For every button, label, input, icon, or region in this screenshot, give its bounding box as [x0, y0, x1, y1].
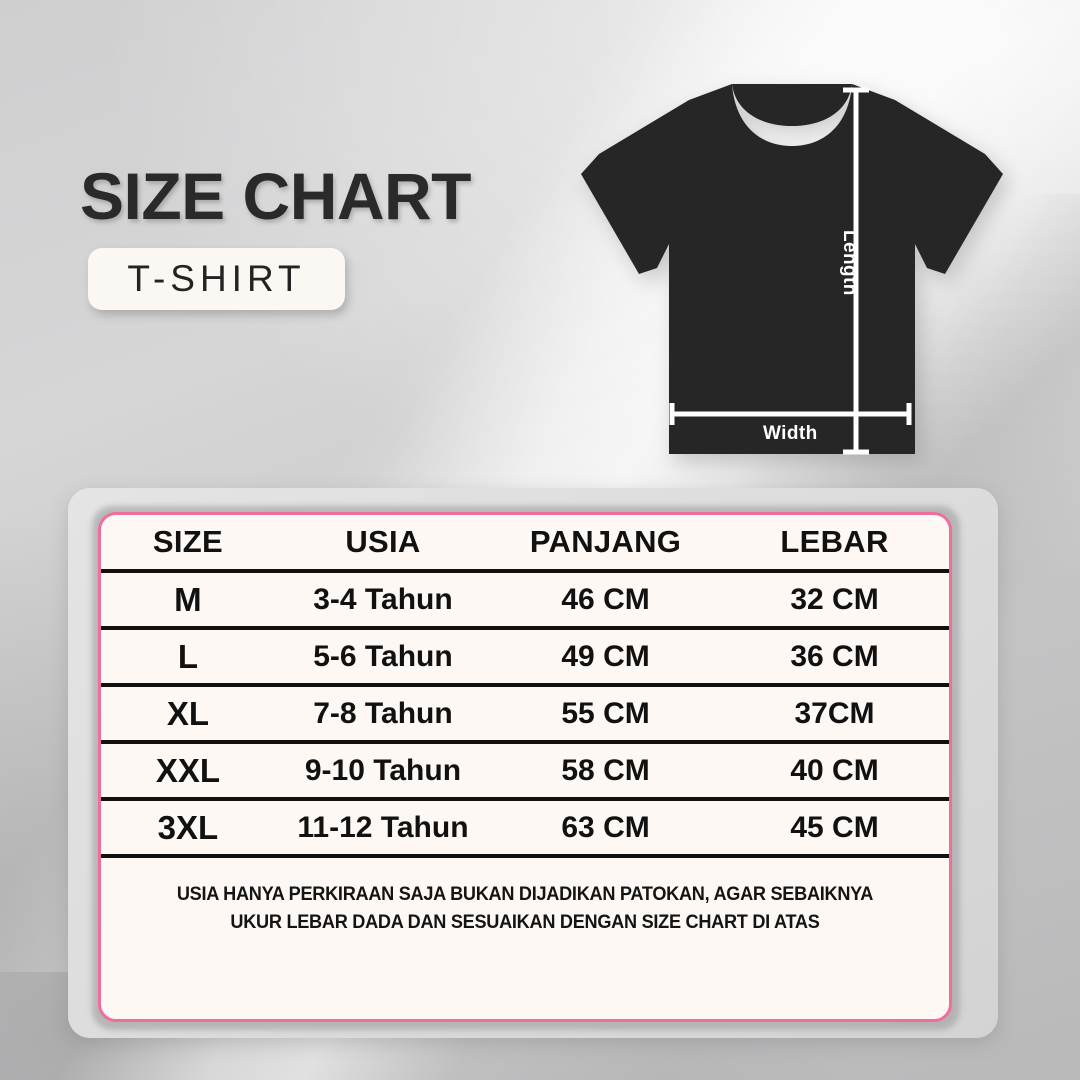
column-header-usia: USIA	[274, 515, 492, 573]
table-body: M 3-4 Tahun 46 CM 32 CM L 5-6 Tahun 49 C…	[101, 571, 949, 937]
size-chart-note: USIA HANYA PERKIRAAN SAJA BUKAN DIJADIKA…	[176, 883, 874, 934]
tshirt-icon	[581, 84, 1003, 455]
note-cell: USIA HANYA PERKIRAAN SAJA BUKAN DIJADIKA…	[101, 856, 949, 937]
measurement-guides	[669, 87, 912, 455]
table-note-row: USIA HANYA PERKIRAAN SAJA BUKAN DIJADIKA…	[101, 856, 949, 937]
cell-lebar: 32 CM	[720, 571, 949, 630]
width-dimension-label: Width	[763, 423, 818, 444]
cell-panjang: 55 CM	[491, 685, 721, 744]
table-row: M 3-4 Tahun 46 CM 32 CM	[101, 571, 949, 630]
cell-panjang: 46 CM	[491, 571, 721, 630]
cell-size: 3XL	[101, 799, 275, 858]
cell-lebar: 45 CM	[720, 799, 949, 858]
cell-panjang: 49 CM	[491, 628, 721, 687]
table-row: XL 7-8 Tahun 55 CM 37CM	[101, 685, 949, 744]
tshirt-illustration: Length Width	[577, 62, 1007, 462]
cell-lebar: 37CM	[720, 685, 949, 744]
cell-size: XL	[101, 685, 275, 744]
cell-size: M	[101, 571, 275, 630]
subtitle-badge-label: T-SHIRT	[127, 258, 306, 299]
size-chart-card: SIZE USIA PANJANG LEBAR M 3-4 Tahun 46 C…	[98, 512, 952, 1022]
table-header: SIZE USIA PANJANG LEBAR	[101, 515, 949, 573]
subtitle-badge: T-SHIRT	[88, 248, 345, 310]
cell-usia: 11-12 Tahun	[274, 799, 492, 858]
table-row: 3XL 11-12 Tahun 63 CM 45 CM	[101, 799, 949, 858]
cell-lebar: 36 CM	[720, 628, 949, 687]
table-row: XXL 9-10 Tahun 58 CM 40 CM	[101, 742, 949, 801]
cell-size: XXL	[101, 742, 275, 801]
table-header-row: SIZE USIA PANJANG LEBAR	[101, 515, 949, 573]
column-header-panjang: PANJANG	[491, 515, 721, 573]
size-chart-table: SIZE USIA PANJANG LEBAR M 3-4 Tahun 46 C…	[101, 515, 949, 937]
table-row: L 5-6 Tahun 49 CM 36 CM	[101, 628, 949, 687]
length-dimension-label: Length	[839, 230, 860, 296]
column-header-lebar: LEBAR	[720, 515, 949, 573]
cell-lebar: 40 CM	[720, 742, 949, 801]
cell-panjang: 58 CM	[491, 742, 721, 801]
cell-size: L	[101, 628, 275, 687]
page-title: SIZE CHART	[80, 159, 472, 233]
cell-usia: 9-10 Tahun	[274, 742, 492, 801]
cell-usia: 3-4 Tahun	[274, 571, 492, 630]
column-header-size: SIZE	[101, 515, 275, 573]
cell-usia: 5-6 Tahun	[274, 628, 492, 687]
cell-panjang: 63 CM	[491, 799, 721, 858]
cell-usia: 7-8 Tahun	[274, 685, 492, 744]
